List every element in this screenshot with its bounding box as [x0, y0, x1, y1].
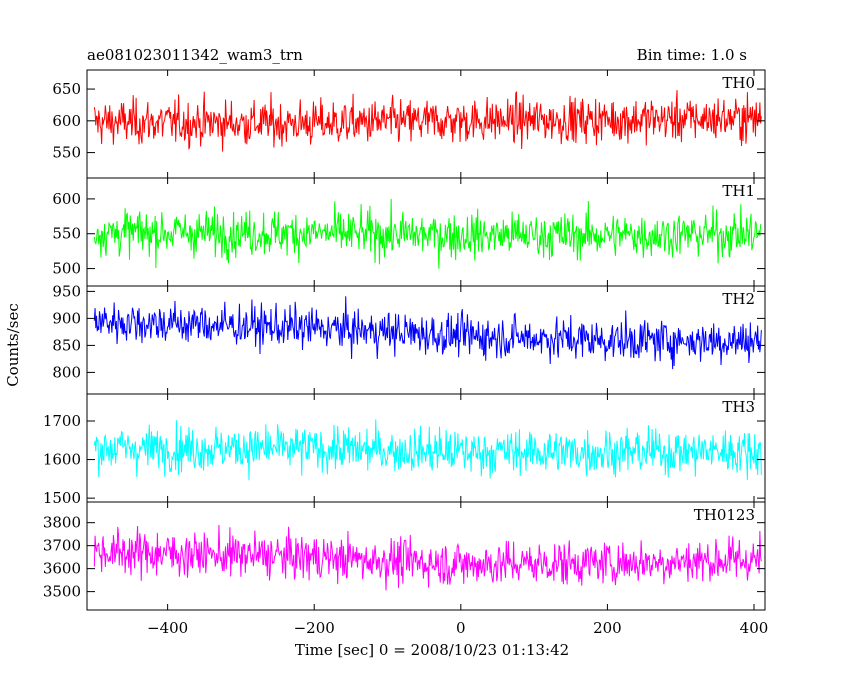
x-axis-label: Time [sec] 0 = 2008/10/23 01:13:42 [295, 641, 569, 659]
series-line-th3 [93, 419, 762, 481]
y-axis-label: Counts/sec [4, 303, 22, 387]
y-tick-label: 900 [52, 309, 81, 327]
series-label-th0: TH0 [722, 74, 755, 92]
y-tick-label: 1500 [43, 489, 81, 507]
x-tick-label: −400 [147, 619, 188, 637]
y-tick-label: 800 [52, 363, 81, 381]
series-label-th1: TH1 [722, 182, 755, 200]
series-label-th2: TH2 [722, 290, 755, 308]
panel-frame-th1 [86, 177, 766, 287]
series-line-th0123 [93, 525, 762, 591]
chart-title: ae081023011342_wam3_trn [87, 46, 303, 64]
y-tick-label: 550 [52, 144, 81, 162]
bin-time-label: Bin time: 1.0 s [637, 46, 747, 64]
y-tick-label: 600 [52, 190, 81, 208]
series-line-th0 [93, 90, 762, 152]
panel-frame-th0123 [86, 501, 766, 611]
y-tick-label: 1600 [43, 451, 81, 469]
y-tick-label: 3800 [43, 514, 81, 532]
y-tick-label: 3600 [43, 560, 81, 578]
y-tick-label: 950 [52, 282, 81, 300]
y-tick-label: 3500 [43, 583, 81, 601]
series-label-th3: TH3 [722, 398, 755, 416]
series-line-th1 [93, 198, 762, 269]
x-tick-label: 0 [456, 619, 466, 637]
y-tick-label: 1700 [43, 412, 81, 430]
series-label-th0123: TH0123 [694, 506, 755, 524]
series-line-th2 [93, 296, 762, 370]
x-tick-label: −200 [294, 619, 335, 637]
y-tick-label: 550 [52, 225, 81, 243]
y-tick-label: 850 [52, 336, 81, 354]
y-tick-label: 500 [52, 260, 81, 278]
y-tick-label: 600 [52, 112, 81, 130]
x-tick-label: 200 [593, 619, 622, 637]
x-tick-label: 400 [740, 619, 769, 637]
y-tick-label: 3700 [43, 537, 81, 555]
panels-group: 550 600 650 TH0 500 550 600 TH1 800 850 900 950 TH2 1… [43, 69, 769, 637]
y-tick-label: 650 [52, 80, 81, 98]
